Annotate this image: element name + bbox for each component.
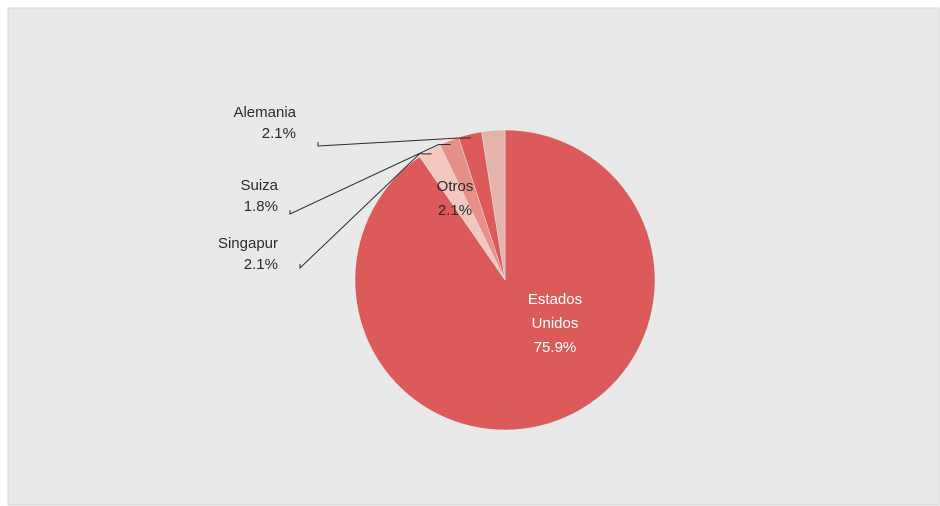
pie-slice <box>481 129 506 281</box>
slice-value-label: 2.1% <box>244 256 278 273</box>
slice-value-label: 2.1% <box>438 202 472 219</box>
slice-value-label: 75.9% <box>534 339 577 356</box>
slice-label: Alemania <box>233 104 296 121</box>
leader-line <box>289 143 451 215</box>
slice-label: Estados Unidos <box>528 291 582 332</box>
slice-value-label: 1.8% <box>244 198 278 215</box>
slice-label: Singapur <box>218 235 278 252</box>
leader-line <box>299 153 432 270</box>
leader-line <box>317 137 471 147</box>
slice-label: Suiza <box>240 177 278 194</box>
slice-value-label: 2.1% <box>262 125 296 142</box>
slice-label: Otros <box>437 178 474 195</box>
